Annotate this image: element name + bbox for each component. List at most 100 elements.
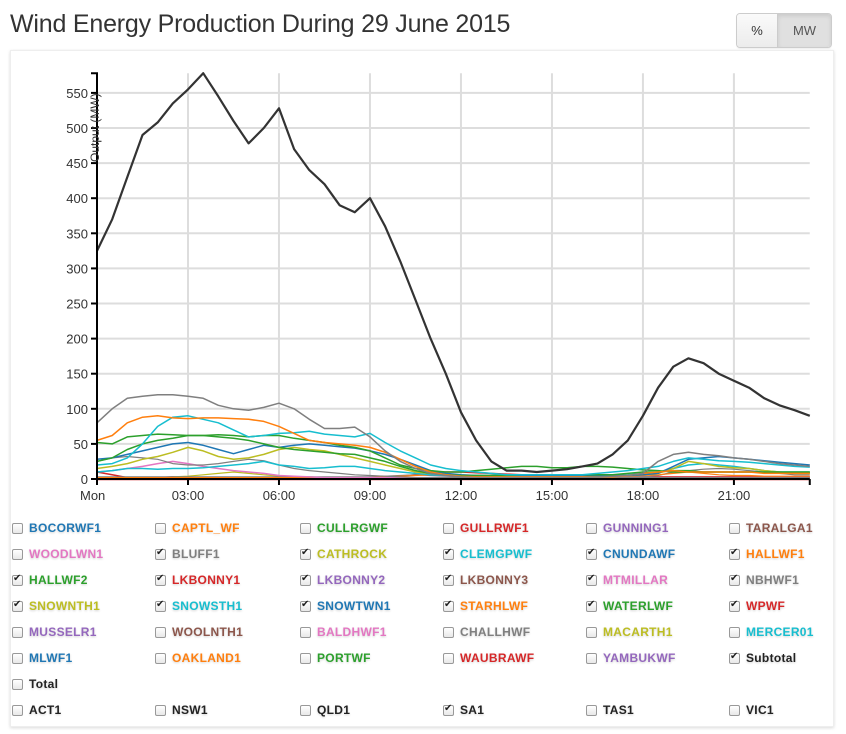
checkbox[interactable] — [729, 651, 740, 664]
y-tick-label: 150 — [66, 367, 88, 382]
checkbox[interactable] — [12, 652, 23, 664]
legend-item-act1[interactable]: ACT1 — [12, 700, 62, 720]
legend-item-macarth1[interactable]: MACARTH1 — [586, 622, 673, 642]
legend-item-vic1[interactable]: VIC1 — [729, 700, 774, 720]
checkbox[interactable] — [443, 547, 454, 560]
legend-item-challhwf[interactable]: CHALLHWF — [443, 622, 530, 642]
checkbox[interactable] — [729, 547, 740, 560]
checkbox[interactable] — [300, 522, 311, 534]
legend-item-nbhwf1[interactable]: NBHWF1 — [729, 570, 799, 590]
legend-item-mtmillar[interactable]: MTMILLAR — [586, 570, 668, 590]
legend-item-mercer01[interactable]: MERCER01 — [729, 622, 814, 642]
checkbox[interactable] — [12, 704, 23, 716]
checkbox[interactable] — [443, 599, 454, 612]
x-tick-label: Mon — [80, 488, 105, 503]
legend-item-woolnth1[interactable]: WOOLNTH1 — [155, 622, 243, 642]
legend-item-qld1[interactable]: QLD1 — [300, 700, 350, 720]
checkbox[interactable] — [300, 652, 311, 664]
legend-label: GUNNING1 — [603, 521, 669, 535]
legend-item-sa1[interactable]: SA1 — [443, 700, 484, 720]
checkbox[interactable] — [300, 547, 311, 560]
percent-button[interactable]: % — [737, 14, 778, 47]
legend-item-hallwf1[interactable]: HALLWF1 — [729, 544, 805, 564]
y-axis-label: Output (MW) — [88, 93, 102, 162]
checkbox[interactable] — [443, 522, 454, 534]
checkbox[interactable] — [586, 547, 597, 560]
checkbox[interactable] — [12, 626, 23, 638]
legend-item-snowsth1[interactable]: SNOWSTH1 — [155, 596, 242, 616]
legend-item-snowtwn1[interactable]: SNOWTWN1 — [300, 596, 391, 616]
legend-item-wpwf[interactable]: WPWF — [729, 596, 785, 616]
legend-label: VIC1 — [746, 703, 774, 717]
legend-item-oakland1[interactable]: OAKLAND1 — [155, 648, 241, 668]
legend-item-subtotal[interactable]: Subtotal — [729, 648, 796, 668]
legend-item-taralga1[interactable]: TARALGA1 — [729, 518, 813, 538]
checkbox[interactable] — [12, 522, 23, 534]
legend-item-lkbonny1[interactable]: LKBONNY1 — [155, 570, 240, 590]
legend-item-captl-wf[interactable]: CAPTL_WF — [155, 518, 240, 538]
series-line-nbhwf1 — [96, 394, 810, 479]
legend-item-gunning1[interactable]: GUNNING1 — [586, 518, 669, 538]
legend-item-lkbonny3[interactable]: LKBONNY3 — [443, 570, 528, 590]
checkbox[interactable] — [586, 704, 597, 716]
legend-item-cathrock[interactable]: CATHROCK — [300, 544, 387, 564]
legend-item-mlwf1[interactable]: MLWF1 — [12, 648, 73, 668]
legend-item-total[interactable]: Total — [12, 674, 58, 694]
checkbox[interactable] — [729, 626, 740, 638]
legend-item-tas1[interactable]: TAS1 — [586, 700, 634, 720]
legend-item-musselr1[interactable]: MUSSELR1 — [12, 622, 97, 642]
checkbox[interactable] — [443, 626, 454, 638]
checkbox[interactable] — [300, 626, 311, 638]
legend-item-lkbonny2[interactable]: LKBONNY2 — [300, 570, 385, 590]
legend-item-cullrgwf[interactable]: CULLRGWF — [300, 518, 388, 538]
checkbox[interactable] — [300, 573, 311, 586]
legend-item-hallwf2[interactable]: HALLWF2 — [12, 570, 88, 590]
checkbox[interactable] — [155, 522, 166, 534]
legend-item-portwf[interactable]: PORTWF — [300, 648, 371, 668]
checkbox[interactable] — [586, 626, 597, 638]
checkbox[interactable] — [155, 652, 166, 664]
checkbox[interactable] — [729, 573, 740, 586]
legend-item-waterlwf[interactable]: WATERLWF — [586, 596, 673, 616]
checkbox[interactable] — [586, 652, 597, 664]
legend-item-yambukwf[interactable]: YAMBUKWF — [586, 648, 676, 668]
y-tick-label: 200 — [66, 332, 88, 347]
checkbox[interactable] — [443, 703, 454, 716]
legend-item-snownth1[interactable]: SNOWNTH1 — [12, 596, 100, 616]
mw-button[interactable]: MW — [778, 14, 831, 47]
checkbox[interactable] — [729, 704, 740, 716]
legend-label: BLUFF1 — [172, 547, 220, 561]
legend-item-clemgpwf[interactable]: CLEMGPWF — [443, 544, 532, 564]
checkbox[interactable] — [729, 522, 740, 534]
checkbox[interactable] — [12, 599, 23, 612]
checkbox[interactable] — [586, 573, 597, 586]
legend-item-woodlwn1[interactable]: WOODLWN1 — [12, 544, 103, 564]
checkbox[interactable] — [300, 599, 311, 612]
checkbox[interactable] — [586, 522, 597, 534]
legend-label: MTMILLAR — [603, 573, 669, 587]
checkbox[interactable] — [300, 704, 311, 716]
legend-item-starhlwf[interactable]: STARHLWF — [443, 596, 528, 616]
checkbox[interactable] — [586, 599, 597, 612]
checkbox[interactable] — [12, 573, 23, 586]
legend-label: NBHWF1 — [746, 573, 800, 587]
checkbox[interactable] — [155, 704, 166, 716]
checkbox[interactable] — [12, 678, 23, 690]
checkbox[interactable] — [12, 548, 23, 560]
legend-item-waubrawf[interactable]: WAUBRAWF — [443, 648, 534, 668]
legend-item-bocorwf1[interactable]: BOCORWF1 — [12, 518, 101, 538]
checkbox[interactable] — [155, 626, 166, 638]
legend-item-cnundawf[interactable]: CNUNDAWF — [586, 544, 675, 564]
checkbox[interactable] — [155, 573, 166, 586]
checkbox[interactable] — [443, 573, 454, 586]
checkbox[interactable] — [443, 652, 454, 664]
checkbox[interactable] — [155, 547, 166, 560]
legend-item-nsw1[interactable]: NSW1 — [155, 700, 208, 720]
checkbox[interactable] — [729, 599, 740, 612]
legend-item-baldhwf1[interactable]: BALDHWF1 — [300, 622, 387, 642]
legend-item-gullrwf1[interactable]: GULLRWF1 — [443, 518, 529, 538]
legend-item-bluff1[interactable]: BLUFF1 — [155, 544, 220, 564]
checkbox[interactable] — [155, 599, 166, 612]
unit-toggle: % MW — [736, 13, 832, 48]
y-tick-label: 450 — [66, 156, 88, 171]
